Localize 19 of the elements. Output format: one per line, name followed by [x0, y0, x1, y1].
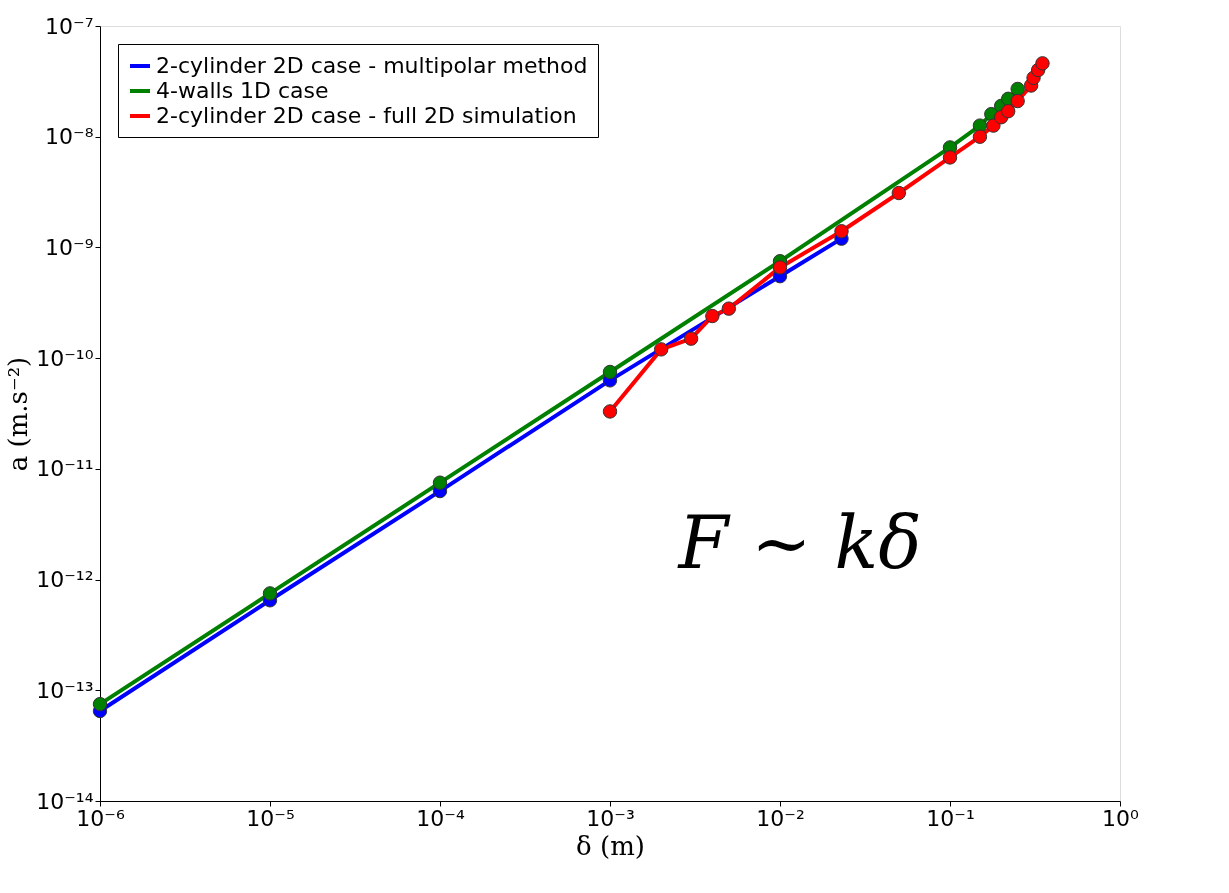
y-tick-label: 10⁻¹⁰ — [36, 345, 94, 371]
y-axis-title: a (m.s⁻²) — [3, 356, 34, 472]
x-tick-label: 10⁻⁴ — [416, 805, 465, 831]
y-tick-label: 10⁻⁹ — [45, 234, 94, 260]
legend-label: 2-cylinder 2D case - multipolar method — [156, 53, 588, 78]
annotation: F ∼ kδ — [676, 501, 922, 585]
x-axis-title: δ (m) — [576, 830, 645, 861]
legend-label: 4-walls 1D case — [156, 78, 329, 103]
y-tick-label: 10⁻⁸ — [45, 124, 94, 150]
x-tick-label: 10⁻³ — [586, 805, 635, 831]
x-tick-label: 10⁰ — [1102, 805, 1140, 831]
y-tick-label: 10⁻⁷ — [45, 13, 94, 39]
x-tick-label: 10⁻² — [756, 805, 805, 831]
y-tick-label: 10⁻¹² — [36, 567, 94, 593]
x-tick-label: 10⁻¹ — [926, 805, 975, 831]
y-tick-label: 10⁻¹³ — [36, 677, 94, 703]
y-tick-label: 10⁻¹¹ — [36, 456, 94, 482]
x-tick-label: 10⁻⁵ — [246, 805, 295, 831]
legend-label: 2-cylinder 2D case - full 2D simulation — [156, 103, 577, 128]
